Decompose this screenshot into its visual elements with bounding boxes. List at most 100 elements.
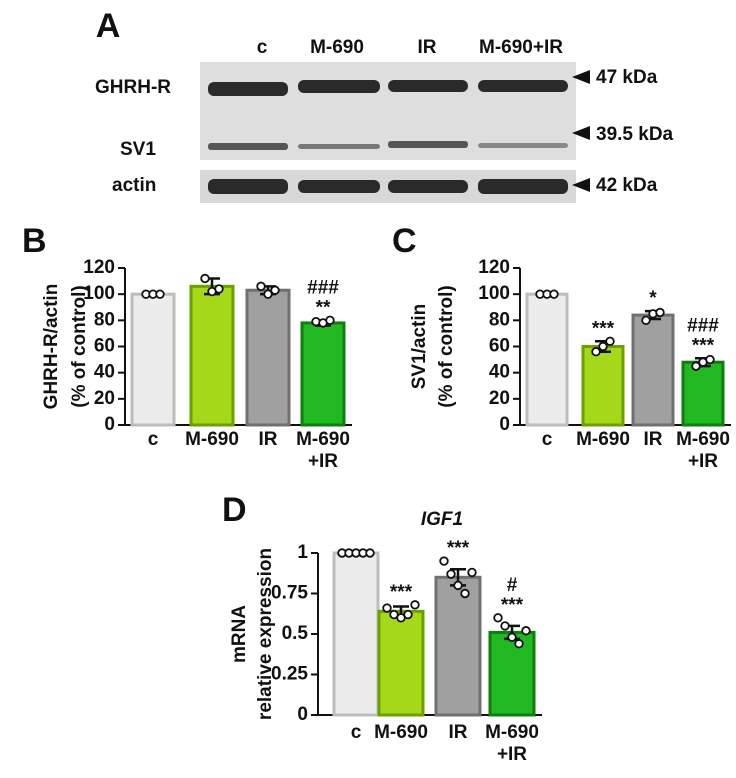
arrowhead [572, 178, 590, 192]
y-tick-label: 40 [94, 362, 115, 383]
data-point [641, 315, 651, 326]
x-tick-label: c [148, 429, 159, 450]
data-point [549, 289, 559, 299]
y-tick-label: 120 [478, 257, 510, 278]
significance-label: *** [501, 595, 524, 616]
data-point [453, 580, 463, 591]
panel-label: B [22, 222, 47, 260]
data-point [705, 354, 715, 365]
bar [581, 345, 625, 427]
data-point [521, 626, 531, 636]
significance-label: *** [592, 318, 615, 339]
x-tick-label: M-690 [485, 722, 539, 743]
x-tick-label: +IR [497, 744, 527, 765]
x-tick-label: M-690 [676, 429, 730, 450]
y-tick-label: 20 [489, 388, 510, 409]
significance-label: *** [390, 582, 413, 603]
bar [189, 284, 235, 427]
significance-label: * [649, 288, 657, 309]
y-axis-label: GHRH-R/actin [41, 284, 62, 410]
size-label: 47 kDa [596, 67, 658, 88]
x-tick-label: c [542, 429, 553, 450]
x-tick-label: M-690 [374, 722, 428, 743]
bands [208, 80, 568, 194]
y-tick-label: 0 [104, 414, 115, 435]
bar [681, 360, 725, 427]
lane-label: IR [418, 37, 437, 58]
arrowhead [572, 126, 590, 140]
y-tick-label: 0.75 [271, 583, 308, 604]
significance-label: *** [447, 538, 470, 559]
panel-label: D [222, 491, 247, 529]
y-tick-label: 120 [83, 257, 115, 278]
bar [377, 609, 425, 717]
y-tick-label: 0.5 [282, 623, 309, 644]
data-point [598, 341, 608, 352]
x-tick-label: M-690 [576, 429, 630, 450]
y-tick-label: 0.25 [271, 664, 308, 685]
data-point [691, 361, 701, 371]
y-tick-label: 100 [478, 283, 510, 304]
y-axis-label: SV1/actin [409, 304, 430, 390]
y-axis-label: mRNA [229, 605, 250, 663]
data-point [605, 336, 615, 346]
data-point [200, 273, 210, 284]
band-label: GHRH-R [95, 77, 171, 98]
bar [488, 630, 536, 717]
blot-panel: A c M-690 IR M-690+IR GHRH-R SV1 actin 4… [95, 7, 674, 203]
size-label: 42 kDa [596, 175, 658, 196]
data-point [467, 567, 477, 578]
data-point [365, 548, 375, 558]
x-tick-label: IR [449, 722, 468, 743]
data-point [591, 347, 601, 357]
data-point [446, 569, 456, 579]
bar [525, 292, 569, 427]
x-tick-label: IR [644, 429, 663, 450]
chart-title: IGF1 [421, 509, 463, 530]
x-tick-label: +IR [308, 451, 338, 472]
bar [332, 551, 380, 717]
y-tick-label: 80 [94, 309, 115, 330]
x-tick-label: +IR [688, 451, 718, 472]
data-point [507, 632, 517, 642]
y-tick-label: 40 [489, 362, 510, 383]
data-point [382, 603, 392, 613]
y-tick-label: 80 [489, 309, 510, 330]
significance-label: *** [692, 335, 715, 356]
data-point [460, 588, 470, 599]
data-point [514, 639, 524, 649]
x-tick-label: M-690 [185, 429, 239, 450]
size-label: 39.5 kDa [596, 124, 674, 145]
data-point [155, 289, 165, 299]
data-point [263, 289, 273, 299]
bar [631, 313, 675, 427]
x-tick-label: c [351, 722, 362, 743]
band-label: SV1 [120, 139, 156, 160]
y-tick-label: 60 [94, 336, 115, 357]
y-axis-label: relative expression [255, 548, 276, 720]
y-tick-label: 60 [489, 336, 510, 357]
panel-label: A [96, 7, 121, 45]
data-point [256, 281, 266, 292]
data-point [655, 307, 665, 318]
y-axis-label: (% of control) [69, 285, 90, 407]
lane-label: M-690 [310, 37, 364, 58]
bar [245, 288, 291, 427]
y-tick-label: 0 [297, 704, 308, 725]
x-tick-label: M-690 [296, 429, 350, 450]
arrowhead [572, 70, 590, 84]
data-point [439, 556, 449, 566]
y-axis-label: (% of control) [436, 285, 457, 407]
data-point [493, 613, 503, 623]
y-tick-label: 1 [297, 542, 308, 563]
significance-label: ### [687, 315, 719, 336]
x-tick-label: IR [259, 429, 278, 450]
significance-label: ** [316, 297, 331, 318]
panel-label: C [392, 222, 417, 260]
data-point [403, 609, 413, 620]
bar [300, 321, 346, 427]
data-point [325, 315, 335, 326]
band-label: actin [112, 175, 156, 196]
data-point [500, 621, 510, 631]
